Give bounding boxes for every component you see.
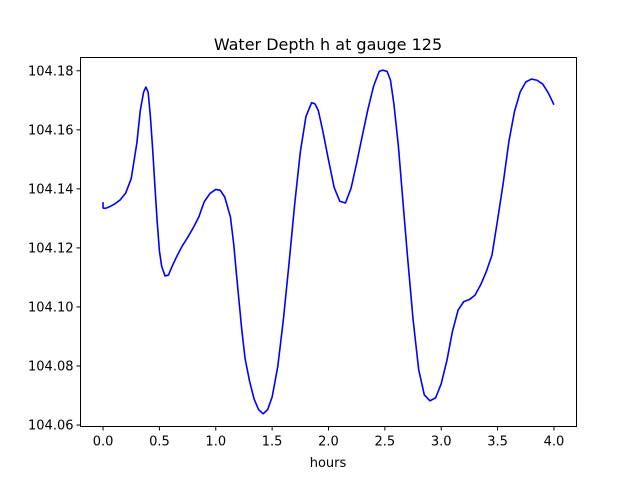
x-tick-label: 0.5 xyxy=(149,435,170,450)
y-tick-label: 104.16 xyxy=(28,123,74,138)
plot-frame xyxy=(80,57,577,427)
axis-ticks: 0.0 0.5 1.0 1.5 2.0 2.5 3.0 3.5 4.0 104.06 104.08 1… xyxy=(28,64,564,449)
x-tick-label: 0.0 xyxy=(93,435,114,450)
series-layer xyxy=(102,69,555,415)
y-tick-label: 104.08 xyxy=(28,359,74,374)
y-tick-label: 104.10 xyxy=(28,300,74,315)
y-tick-label: 104.14 xyxy=(28,182,74,197)
chart-title: Water Depth h at gauge 125 xyxy=(214,35,442,54)
x-tick-label: 4.0 xyxy=(544,435,565,450)
x-tick-label: 3.0 xyxy=(431,435,452,450)
y-tick-label: 104.06 xyxy=(28,419,74,434)
x-tick-label: 1.0 xyxy=(205,435,226,450)
x-axis-label: hours xyxy=(310,456,347,471)
x-tick-label: 2.0 xyxy=(318,435,339,450)
x-tick-label: 2.5 xyxy=(375,435,396,450)
y-tick-label: 104.18 xyxy=(28,64,74,79)
y-tick-label: 104.12 xyxy=(28,241,74,256)
x-tick-label: 3.5 xyxy=(487,435,508,450)
x-tick-label: 1.5 xyxy=(262,435,283,450)
series-line xyxy=(102,69,555,415)
